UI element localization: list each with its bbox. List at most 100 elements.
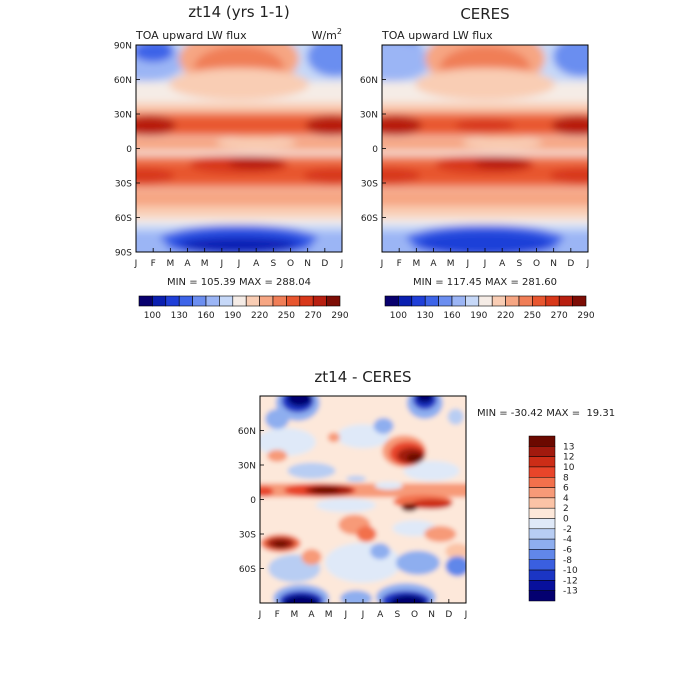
panel-3-colorbar-label: 10 (563, 463, 575, 473)
panel-1: zt14 (yrs 1-1) TOA upward LW flux W/m2 J… (114, 3, 349, 321)
panel-1-y-tick-label: 0 (126, 145, 132, 155)
panel-3-x-tick-label: M (325, 610, 333, 620)
panel-1-x-tick-label: J (340, 259, 344, 269)
panel-3-colorbar-swatch (528, 518, 556, 530)
panel-2-colorbar-label: 130 (417, 311, 434, 321)
panel-1-colorbar-swatch (192, 295, 207, 307)
panel-2-colorbar-label: 270 (551, 311, 568, 321)
panel-2-x-tick-label: D (567, 259, 574, 269)
panel-3-colorbar-swatch (528, 569, 556, 581)
panel-1-field (136, 45, 342, 252)
panel-3-colorbar-label: -2 (563, 525, 572, 535)
panel-3-x-tick-label: O (411, 610, 418, 620)
panel-3-y-tick-label: 30N (238, 462, 256, 472)
panel-1-x-tick-label: D (321, 259, 328, 269)
panel-2-colorbar-swatch (532, 295, 547, 307)
panel-2-colorbar-swatch (438, 295, 453, 307)
panel-2-y-tick-label: 60N (360, 76, 378, 86)
panel-1-subtitle: TOA upward LW flux (135, 29, 247, 42)
panel-1-x-tick-label: M (166, 259, 174, 269)
panel-1-y-tick-label: 30S (115, 180, 132, 190)
panel-1-colorbar-swatch (138, 295, 153, 307)
panel-1-colorbar-swatch (205, 295, 220, 307)
panel-1-colorbar-label: 130 (171, 311, 188, 321)
panel-2-x-tick-label: M (412, 259, 420, 269)
panel-1-y-tick-label: 30N (114, 111, 132, 121)
panel-1-x-tick-label: M (201, 259, 209, 269)
panel-1-x-tick-label: A (253, 259, 260, 269)
panel-2-colorbar-swatch (465, 295, 480, 307)
panel-2-x-tick-label: J (466, 259, 470, 269)
panel-1-colorbar-label: 290 (331, 311, 348, 321)
panel-2-colorbar-swatch (411, 295, 426, 307)
panel-3-colorbar-label: 8 (563, 473, 569, 483)
panel-2-colorbar-swatch (545, 295, 560, 307)
panel-3-colorbar-label: 2 (563, 504, 569, 514)
panel-2-y-tick-label: 0 (372, 145, 378, 155)
panel-2-colorbar-swatch (478, 295, 493, 307)
panel-2-colorbar-swatch (518, 295, 533, 307)
panel-1-x-tick-label: J (134, 259, 138, 269)
panel-2-colorbar-label: 220 (497, 311, 514, 321)
panel-1-y-tick-label: 60N (114, 76, 132, 86)
panel-1-x-tick-label: J (237, 259, 241, 269)
panel-3-y-tick-label: 0 (250, 496, 256, 506)
panel-2-x-tick-label: F (397, 259, 402, 269)
panel-2-field (382, 45, 588, 252)
panel-1-x-tick-label: S (270, 259, 276, 269)
panel-1-colorbar-swatch (286, 295, 301, 307)
panel-2-colorbar: 100 130 160 190 220 250 270 290 (384, 295, 595, 321)
panel-3-colorbar-swatch (528, 497, 556, 509)
panel-3-colorbar-swatch (528, 528, 556, 540)
panel-3-x-tick-label: F (275, 610, 280, 620)
panel-3-colorbar-label: -13 (563, 587, 578, 597)
panel-3-y-tick-label: 60S (239, 565, 256, 575)
panel-3-colorbar-swatch (528, 477, 556, 488)
panel-1-units: W/m2 (312, 27, 342, 42)
panel-3-colorbar-swatch (528, 435, 556, 447)
panel-1-colorbar-swatch (259, 295, 274, 307)
panel-1-x-tick-label: O (287, 259, 294, 269)
panel-1-colorbar-label: 250 (278, 311, 295, 321)
panel-1-colorbar-swatch (178, 295, 193, 307)
panel-1-colorbar-swatch (245, 295, 260, 307)
panel-3-x-tick-label: J (344, 610, 348, 620)
panel-1-colorbar-swatch (272, 295, 287, 307)
panel-3-colorbar-swatch (528, 487, 556, 499)
panel-3-colorbar-label: -4 (563, 535, 572, 545)
panel-1-stats: MIN = 105.39 MAX = 288.04 (167, 277, 311, 288)
panel-3-colorbar-swatch (528, 559, 556, 571)
panel-3-y-tick-label: 60N (238, 427, 256, 437)
panel-2-x-tick-label: J (380, 259, 384, 269)
panel-3-colorbar-swatch (528, 590, 556, 602)
panel-3-colorbar-label: 0 (563, 515, 569, 525)
panel-1-x-tick-label: A (184, 259, 191, 269)
panel-2-colorbar-label: 160 (443, 311, 460, 321)
panel-2-x-tick-label: A (499, 259, 506, 269)
panel-1-colorbar-swatch (326, 295, 341, 307)
panel-2-y-tick-label: 60S (361, 214, 378, 224)
panel-1-colorbar: 100 130 160 190 220 250 270 290 (138, 295, 349, 321)
panel-3-colorbar-label: 4 (563, 494, 569, 504)
panel-1-title: zt14 (yrs 1-1) (188, 3, 289, 21)
panel-1-x-tick-label: F (151, 259, 156, 269)
panel-2-x-tick-label: A (430, 259, 437, 269)
panel-3-colorbar-swatch (528, 549, 556, 560)
panel-3-colorbar-label: 12 (563, 453, 574, 463)
panel-3-x-tick-label: J (464, 610, 468, 620)
panel-2-colorbar-swatch (451, 295, 466, 307)
panel-1-colorbar-swatch (312, 295, 327, 307)
panel-1-y-tick-label: 90S (115, 249, 132, 259)
panel-2-colorbar-label: 100 (390, 311, 407, 321)
panel-3-field (260, 396, 466, 603)
panel-2-subtitle: TOA upward LW flux (381, 29, 493, 42)
panel-2-colorbar-swatch (558, 295, 573, 307)
panel-2-title: CERES (460, 5, 509, 23)
panel-2-colorbar-swatch (491, 295, 506, 307)
panel-3-colorbar-swatch (528, 538, 556, 550)
panel-2-x-tick-label: M (447, 259, 455, 269)
